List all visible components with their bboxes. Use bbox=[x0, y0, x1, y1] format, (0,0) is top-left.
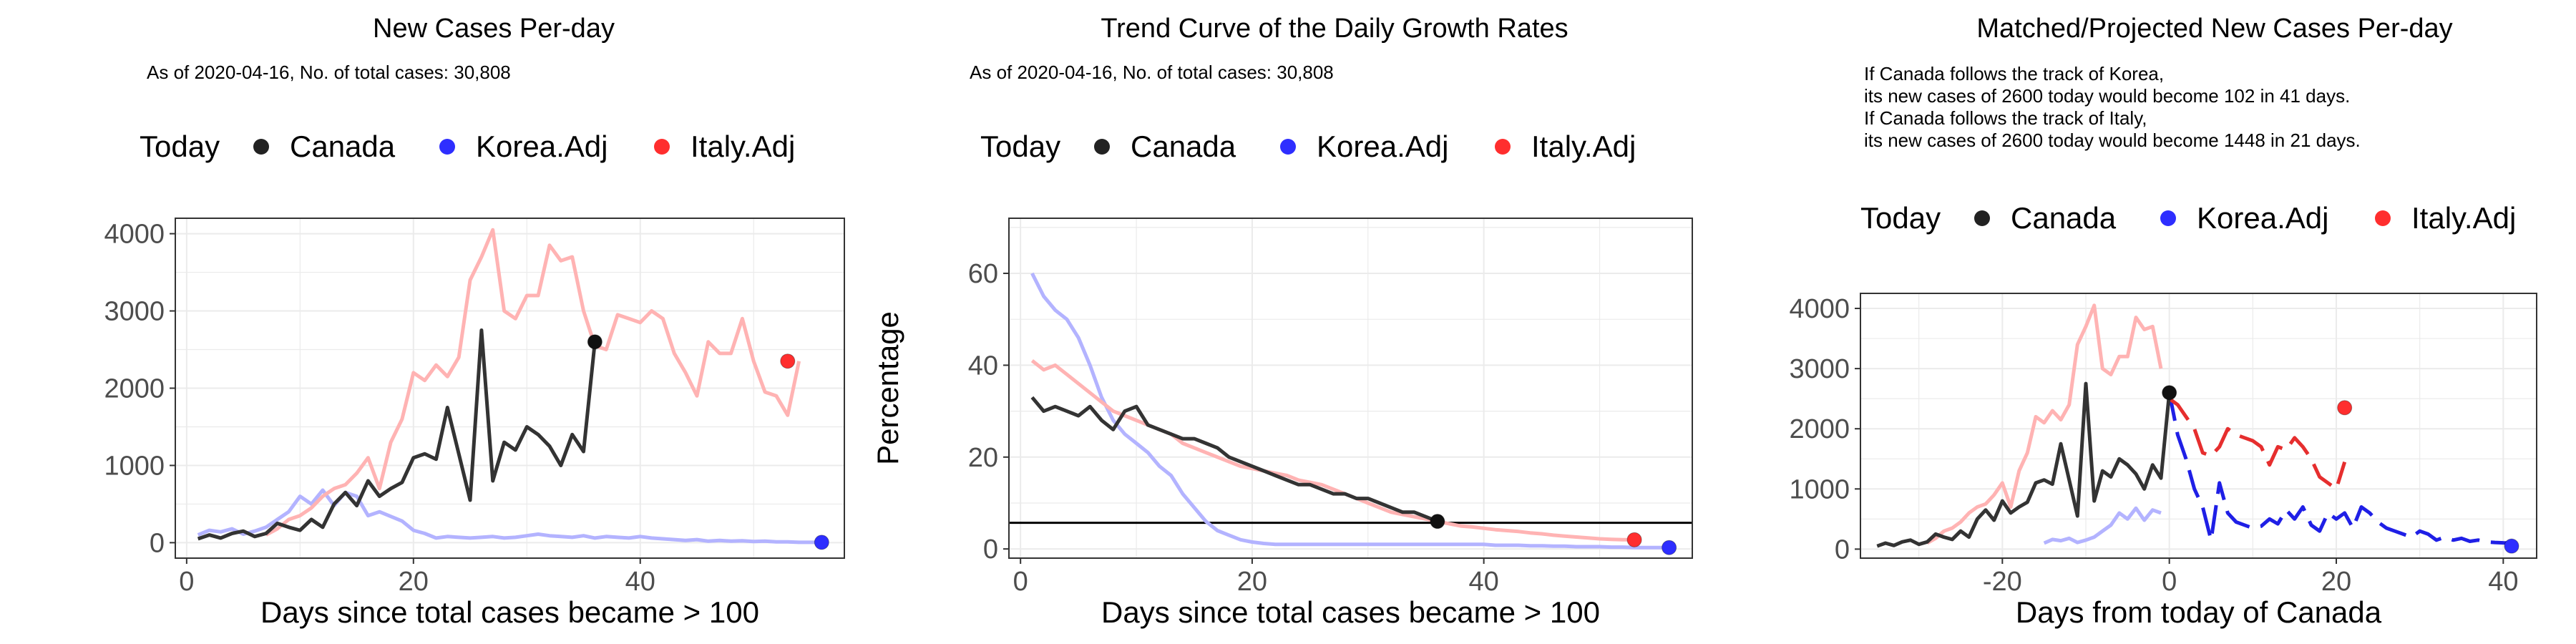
legend-key-italy bbox=[2375, 210, 2391, 226]
today-marker-italy-adj bbox=[2337, 400, 2353, 416]
panel-border bbox=[1860, 293, 2537, 559]
series-line-korea-adj bbox=[197, 488, 822, 545]
chart-note: its new cases of 2600 today would become… bbox=[1864, 85, 2350, 107]
legend-label-canada: Canada bbox=[1131, 130, 1236, 163]
y-tick-label: 1000 bbox=[1789, 474, 1850, 504]
chart-subtitle: As of 2020-04-16, No. of total cases: 30… bbox=[147, 62, 511, 83]
x-axis-label: Days since total cases became > 100 bbox=[1101, 595, 1600, 629]
today-marker-italy-adj bbox=[1626, 532, 1642, 547]
y-axis-label: Percentage bbox=[871, 311, 904, 465]
y-tick-label: 0 bbox=[983, 535, 998, 565]
grid bbox=[175, 218, 844, 558]
legend-label-italy: Italy.Adj bbox=[2411, 201, 2516, 235]
x-tick-label: 20 bbox=[399, 567, 429, 597]
today-marker-canada bbox=[587, 334, 602, 350]
series-line-canada bbox=[1030, 396, 1438, 523]
y-tick-label: 0 bbox=[150, 528, 165, 558]
y-tick-label: 40 bbox=[968, 351, 998, 381]
panel-border bbox=[1008, 218, 1693, 559]
y-tick-label: 3000 bbox=[104, 297, 165, 327]
series-line-italy-adj bbox=[265, 228, 801, 537]
legend: Today Canada Korea.Adj Italy.Adj bbox=[980, 130, 1636, 163]
today-marker-canada bbox=[2162, 385, 2177, 401]
legend-key-italy bbox=[1495, 139, 1511, 155]
y-tick-label: 4000 bbox=[1789, 294, 1850, 324]
series-line-italy-adj bbox=[1926, 303, 2163, 545]
x-tick-label: 20 bbox=[1237, 567, 1267, 597]
today-marker-korea-adj bbox=[2504, 538, 2519, 554]
grid bbox=[1860, 293, 2537, 558]
legend-label-canada: Canada bbox=[290, 130, 396, 163]
x-tick-label: -20 bbox=[1983, 567, 2022, 597]
chart-panel-1: New Cases Per-day As of 2020-04-16, No. o… bbox=[104, 14, 845, 629]
x-axis-label: Days from today of Canada bbox=[2016, 595, 2382, 629]
legend-title: Today bbox=[980, 130, 1060, 163]
series-line-korea-adj bbox=[2043, 506, 2162, 545]
today-marker-canada bbox=[1430, 514, 1445, 530]
x-tick-label: 0 bbox=[2162, 567, 2177, 597]
x-tick-label: 40 bbox=[1469, 567, 1499, 597]
y-tick-label: 20 bbox=[968, 443, 998, 473]
legend-title: Today bbox=[140, 130, 220, 163]
legend-key-canada bbox=[1974, 210, 1990, 226]
chart-note: If Canada follows the track of Korea, bbox=[1864, 63, 2164, 84]
series-line-korea-adj bbox=[1030, 272, 1669, 550]
today-marker-korea-adj bbox=[1662, 540, 1677, 555]
x-tick-label: 40 bbox=[2488, 567, 2518, 597]
legend-key-korea bbox=[2160, 210, 2176, 226]
y-tick-label: 0 bbox=[1835, 535, 1850, 565]
legend-key-korea bbox=[439, 139, 455, 155]
legend-key-canada bbox=[253, 139, 269, 155]
legend-label-korea: Korea.Adj bbox=[476, 130, 608, 163]
x-tick-label: 20 bbox=[2321, 567, 2351, 597]
x-tick-label: 40 bbox=[625, 567, 655, 597]
series-line-italy-adj bbox=[1030, 359, 1635, 542]
series-line-canada bbox=[197, 328, 597, 541]
series-line-korea-adj-projected bbox=[2167, 392, 2512, 545]
chart-panel-3: Matched/Projected New Cases Per-day If Ca… bbox=[1789, 14, 2537, 629]
x-axis-label: Days since total cases became > 100 bbox=[260, 595, 759, 629]
legend-label-italy: Italy.Adj bbox=[1531, 130, 1636, 163]
chart-title: New Cases Per-day bbox=[373, 14, 615, 44]
legend-label-korea: Korea.Adj bbox=[1317, 130, 1448, 163]
chart-note: its new cases of 2600 today would become… bbox=[1864, 130, 2361, 151]
legend: Today Canada Korea.Adj Italy.Adj bbox=[1860, 201, 2516, 235]
series-line-italy-adj-projected bbox=[2168, 397, 2347, 491]
legend-title: Today bbox=[1860, 201, 1941, 235]
legend-key-korea bbox=[1280, 139, 1296, 155]
y-tick-label: 60 bbox=[968, 259, 998, 289]
today-marker-italy-adj bbox=[780, 353, 796, 369]
y-tick-label: 1000 bbox=[104, 451, 165, 481]
chart-title: Trend Curve of the Daily Growth Rates bbox=[1101, 14, 1568, 44]
y-tick-label: 2000 bbox=[104, 374, 165, 404]
legend-key-canada bbox=[1094, 139, 1110, 155]
chart-title: Matched/Projected New Cases Per-day bbox=[1976, 14, 2452, 44]
legend-label-canada: Canada bbox=[2011, 201, 2117, 235]
legend: Today Canada Korea.Adj Italy.Adj bbox=[140, 130, 795, 163]
chart-note: If Canada follows the track of Italy, bbox=[1864, 107, 2147, 129]
today-marker-korea-adj bbox=[814, 535, 829, 550]
legend-label-italy: Italy.Adj bbox=[691, 130, 795, 163]
legend-label-korea: Korea.Adj bbox=[2197, 201, 2328, 235]
series-line-canada bbox=[1876, 381, 2172, 548]
chart-panel-2: Trend Curve of the Daily Growth Rates As … bbox=[871, 14, 1693, 629]
grid bbox=[1009, 218, 1692, 558]
legend-key-italy bbox=[654, 139, 670, 155]
y-tick-label: 2000 bbox=[1789, 414, 1850, 444]
y-tick-label: 4000 bbox=[104, 220, 165, 250]
x-tick-label: 0 bbox=[1013, 567, 1028, 597]
y-tick-label: 3000 bbox=[1789, 354, 1850, 384]
x-tick-label: 0 bbox=[179, 567, 194, 597]
chart-subtitle: As of 2020-04-16, No. of total cases: 30… bbox=[970, 62, 1334, 83]
